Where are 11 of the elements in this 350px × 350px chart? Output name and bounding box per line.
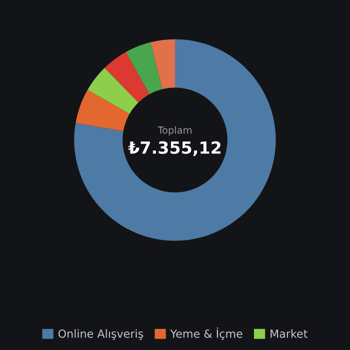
- donut-slice: [150, 39, 175, 90]
- donut-slice: [74, 39, 276, 241]
- donut-slice: [126, 42, 162, 94]
- donut-slice: [76, 90, 130, 132]
- legend-label: Online Alışveriş: [58, 329, 144, 340]
- text: Toplam: [158, 126, 192, 136]
- donut-slice: [104, 52, 150, 102]
- donut-slice: [88, 68, 138, 114]
- legend-label: Market: [270, 329, 308, 338]
- text: ₺7.355,12: [128, 141, 220, 156]
- legend-label: Yeme & İçme: [170, 328, 242, 340]
